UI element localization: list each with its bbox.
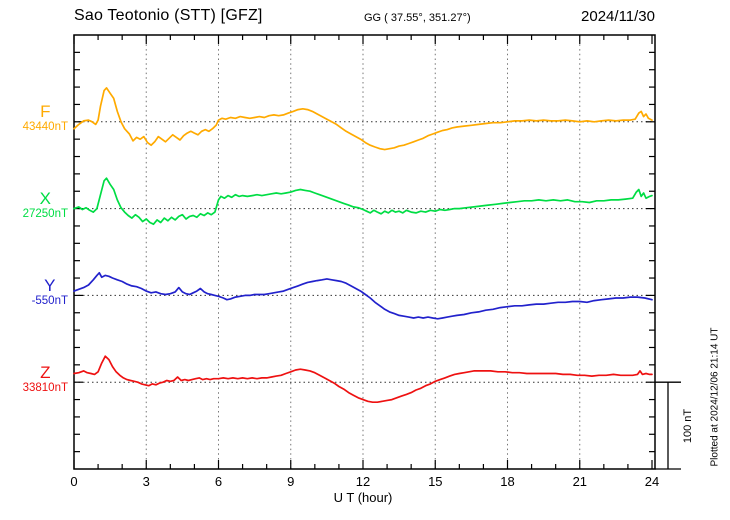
x-tick-label: 9	[287, 474, 295, 489]
channel-label-y: Y -550nT	[31, 276, 68, 308]
channel-baseline-y: -550nT	[31, 295, 68, 308]
scale-bar	[655, 381, 681, 470]
channel-label-f: F 43440nT	[22, 102, 68, 134]
x-tick-label: 24	[644, 474, 660, 489]
channel-letter-f: F	[40, 102, 51, 121]
channel-letter-x: X	[39, 189, 51, 208]
channel-baseline-f: 43440nT	[22, 121, 68, 134]
x-tick-label: 21	[572, 474, 588, 489]
channel-label-x: X 27250nT	[22, 189, 68, 221]
x-tick-label: 6	[214, 474, 223, 489]
channel-letter-z: Z	[40, 363, 51, 382]
channel-label-z: Z 33810nT	[22, 363, 68, 395]
trace-y	[73, 271, 653, 320]
x-tick-label: 12	[355, 474, 371, 489]
axis-ticks	[73, 35, 655, 469]
station-title: Sao Teotonio (STT) [GFZ]	[74, 7, 263, 24]
x-axis-label: U T (hour)	[333, 490, 393, 505]
scale-bar-label: 100 nT	[682, 408, 694, 444]
x-tick-label: 15	[428, 474, 443, 489]
geographic-coordinates: GG ( 37.55°, 351.27°)	[364, 12, 471, 24]
trace-x	[73, 177, 653, 226]
channel-baseline-x: 27250nT	[22, 208, 68, 221]
x-tick-label: 3	[142, 474, 150, 489]
channel-baselines	[74, 121, 655, 383]
plot-frame	[73, 34, 656, 470]
trace-f	[73, 87, 653, 151]
grid-lines	[145, 35, 581, 469]
observation-date: 2024/11/30	[581, 8, 655, 25]
channel-baseline-z: 33810nT	[22, 382, 68, 395]
x-tick-label: 0	[70, 474, 78, 489]
plotted-timestamp: Plotted at 2024/12/06 21:14 UT	[709, 327, 721, 467]
channel-letter-y: Y	[44, 276, 56, 295]
x-tick-label: 18	[500, 474, 515, 489]
trace-z	[73, 355, 653, 404]
